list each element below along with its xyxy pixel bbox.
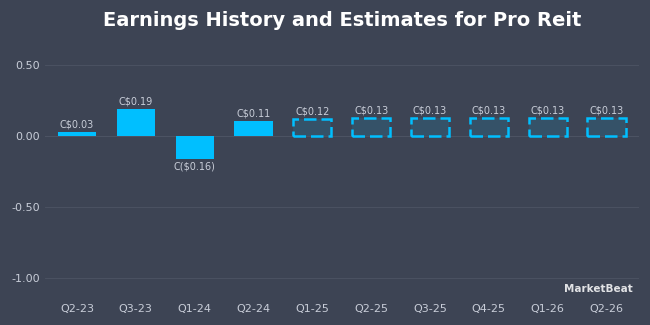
Bar <box>58 132 96 136</box>
Bar <box>293 119 332 136</box>
Text: C$0.03: C$0.03 <box>60 120 94 129</box>
Bar <box>352 118 390 136</box>
Text: C$0.13: C$0.13 <box>354 105 388 115</box>
Text: C($0.16): C($0.16) <box>174 162 216 172</box>
Bar <box>470 118 508 136</box>
Text: C$0.19: C$0.19 <box>119 97 153 107</box>
Bar <box>117 109 155 136</box>
Bar <box>588 118 626 136</box>
Bar <box>411 118 449 136</box>
Bar <box>470 118 508 136</box>
Text: C$0.13: C$0.13 <box>472 105 506 115</box>
Text: C$0.11: C$0.11 <box>237 108 270 118</box>
Text: MarketBeat: MarketBeat <box>564 284 633 294</box>
Bar <box>528 118 567 136</box>
Bar <box>293 119 332 136</box>
Bar <box>528 118 567 136</box>
Bar <box>588 118 626 136</box>
Text: C$0.13: C$0.13 <box>413 105 447 115</box>
Bar <box>176 136 214 159</box>
Bar <box>352 118 390 136</box>
Title: Earnings History and Estimates for Pro Reit: Earnings History and Estimates for Pro R… <box>103 11 581 30</box>
Text: C$0.13: C$0.13 <box>590 105 623 115</box>
Bar <box>235 121 272 136</box>
Text: C$0.12: C$0.12 <box>295 107 330 117</box>
Bar <box>411 118 449 136</box>
Text: C$0.13: C$0.13 <box>530 105 565 115</box>
